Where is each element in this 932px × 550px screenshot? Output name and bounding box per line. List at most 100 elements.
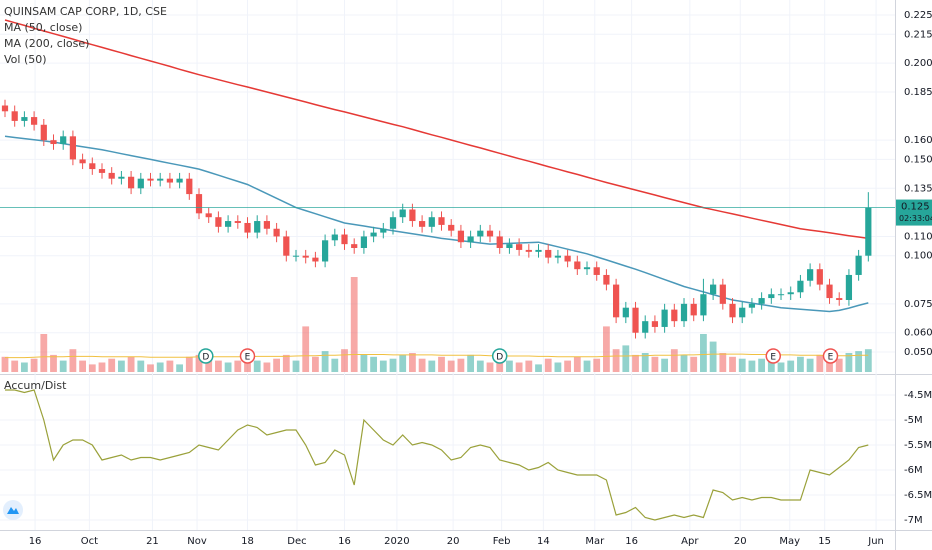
- x-tick-label: Feb: [493, 536, 511, 547]
- volume-bar: [544, 358, 552, 372]
- volume-bar: [1, 356, 9, 372]
- candle-body: [710, 284, 717, 295]
- candle-body: [60, 136, 67, 145]
- last-price-label: 0.125: [901, 202, 930, 213]
- candle-body: [613, 284, 620, 318]
- last-price-tag: [896, 199, 932, 226]
- y-tick-label: 0.150: [904, 154, 932, 165]
- y-tick-label: 0.215: [904, 29, 932, 40]
- candle-body: [651, 321, 659, 327]
- candle-body: [302, 255, 309, 258]
- y-tick-label: 0.110: [904, 231, 932, 242]
- volume-bar: [195, 354, 203, 372]
- candle-body: [836, 298, 843, 300]
- volume-bar: [176, 364, 183, 372]
- x-tick-label: 15: [818, 536, 831, 547]
- volume-bar: [147, 364, 154, 372]
- candle-body: [593, 267, 600, 275]
- volume-bar: [98, 362, 106, 372]
- volume-bar: [787, 360, 795, 372]
- event-label: E: [828, 353, 834, 363]
- event-marker: [491, 348, 508, 364]
- candle-body: [826, 284, 833, 299]
- y-tick-label: 0.050: [904, 347, 932, 358]
- volume-bar: [573, 356, 581, 372]
- event-marker: [198, 348, 214, 364]
- legend-ma50: MA (50, close): [4, 21, 82, 34]
- candle-body: [40, 124, 47, 141]
- candle-body: [574, 261, 581, 270]
- candle-body: [690, 303, 697, 316]
- candle-body: [642, 321, 649, 333]
- candle-body: [583, 267, 591, 270]
- volume-bar: [554, 362, 562, 372]
- y-tick-label: -5M: [904, 415, 923, 426]
- candle-body: [195, 194, 203, 214]
- volume-bar: [282, 354, 290, 372]
- candle-body: [739, 307, 746, 318]
- volume-bar: [79, 360, 86, 372]
- volume-bar: [457, 358, 465, 372]
- indicator-title: Accum/Dist: [4, 379, 67, 392]
- candle-body: [263, 221, 271, 229]
- event-marker: [822, 348, 839, 364]
- candle-body: [11, 111, 18, 121]
- y-tick-label: 0.075: [904, 299, 932, 310]
- volume-bar: [515, 362, 523, 372]
- candle-body: [312, 257, 319, 262]
- candle-body: [389, 217, 397, 229]
- y-tick-label: 0.185: [904, 87, 932, 98]
- x-tick-label: 16: [625, 536, 638, 547]
- volume-bar: [273, 358, 280, 372]
- x-tick-label: Nov: [187, 536, 207, 547]
- candle-body: [816, 269, 823, 285]
- volume-bar: [661, 358, 669, 372]
- candle-body: [21, 117, 28, 121]
- volume-bar: [321, 351, 329, 372]
- volume-bar: [535, 364, 542, 372]
- candle-body: [603, 274, 610, 285]
- candle-body: [545, 249, 552, 258]
- volume-bar: [447, 360, 455, 372]
- legend-volume: Vol (50): [4, 53, 47, 66]
- candle-body: [787, 292, 794, 295]
- volume-bar: [370, 356, 378, 372]
- x-tick-label: Apr: [681, 536, 699, 547]
- x-tick-label: 20: [734, 536, 747, 547]
- volume-bar: [185, 356, 193, 372]
- y-tick-label: 0.160: [904, 135, 932, 146]
- candle-body: [176, 178, 183, 183]
- volume-bar: [118, 360, 125, 372]
- candle-body: [700, 294, 707, 316]
- candle-body: [137, 178, 144, 189]
- candle-body: [680, 303, 688, 322]
- candle-body: [292, 255, 300, 257]
- candle-body: [341, 234, 348, 245]
- event-label: E: [770, 353, 776, 363]
- volume-bar: [30, 358, 38, 372]
- volume-bar: [341, 349, 348, 372]
- candle-body: [719, 284, 726, 304]
- volume-bar: [253, 360, 261, 372]
- countdown-label: 02:33:04: [899, 214, 932, 223]
- logo[interactable]: [3, 500, 23, 520]
- volume-bar: [166, 360, 174, 372]
- candle-body: [777, 294, 785, 296]
- legend-ma200: MA (200, close): [4, 37, 89, 50]
- volume-bar: [409, 353, 416, 372]
- y-tick-label: 0.135: [904, 183, 932, 194]
- volume-bar: [738, 358, 746, 372]
- volume-bar: [244, 356, 251, 372]
- candle-body: [399, 209, 406, 218]
- volume-bar: [719, 353, 727, 372]
- volume-bar: [564, 360, 572, 372]
- logo-icon[interactable]: [7, 507, 19, 514]
- volume-bar: [845, 353, 853, 372]
- y-tick-label: 0.225: [904, 10, 932, 21]
- candle-body: [79, 159, 86, 164]
- volume-ma-line: [5, 353, 869, 359]
- x-tick-label: Dec: [287, 536, 306, 547]
- candle-body: [845, 274, 853, 300]
